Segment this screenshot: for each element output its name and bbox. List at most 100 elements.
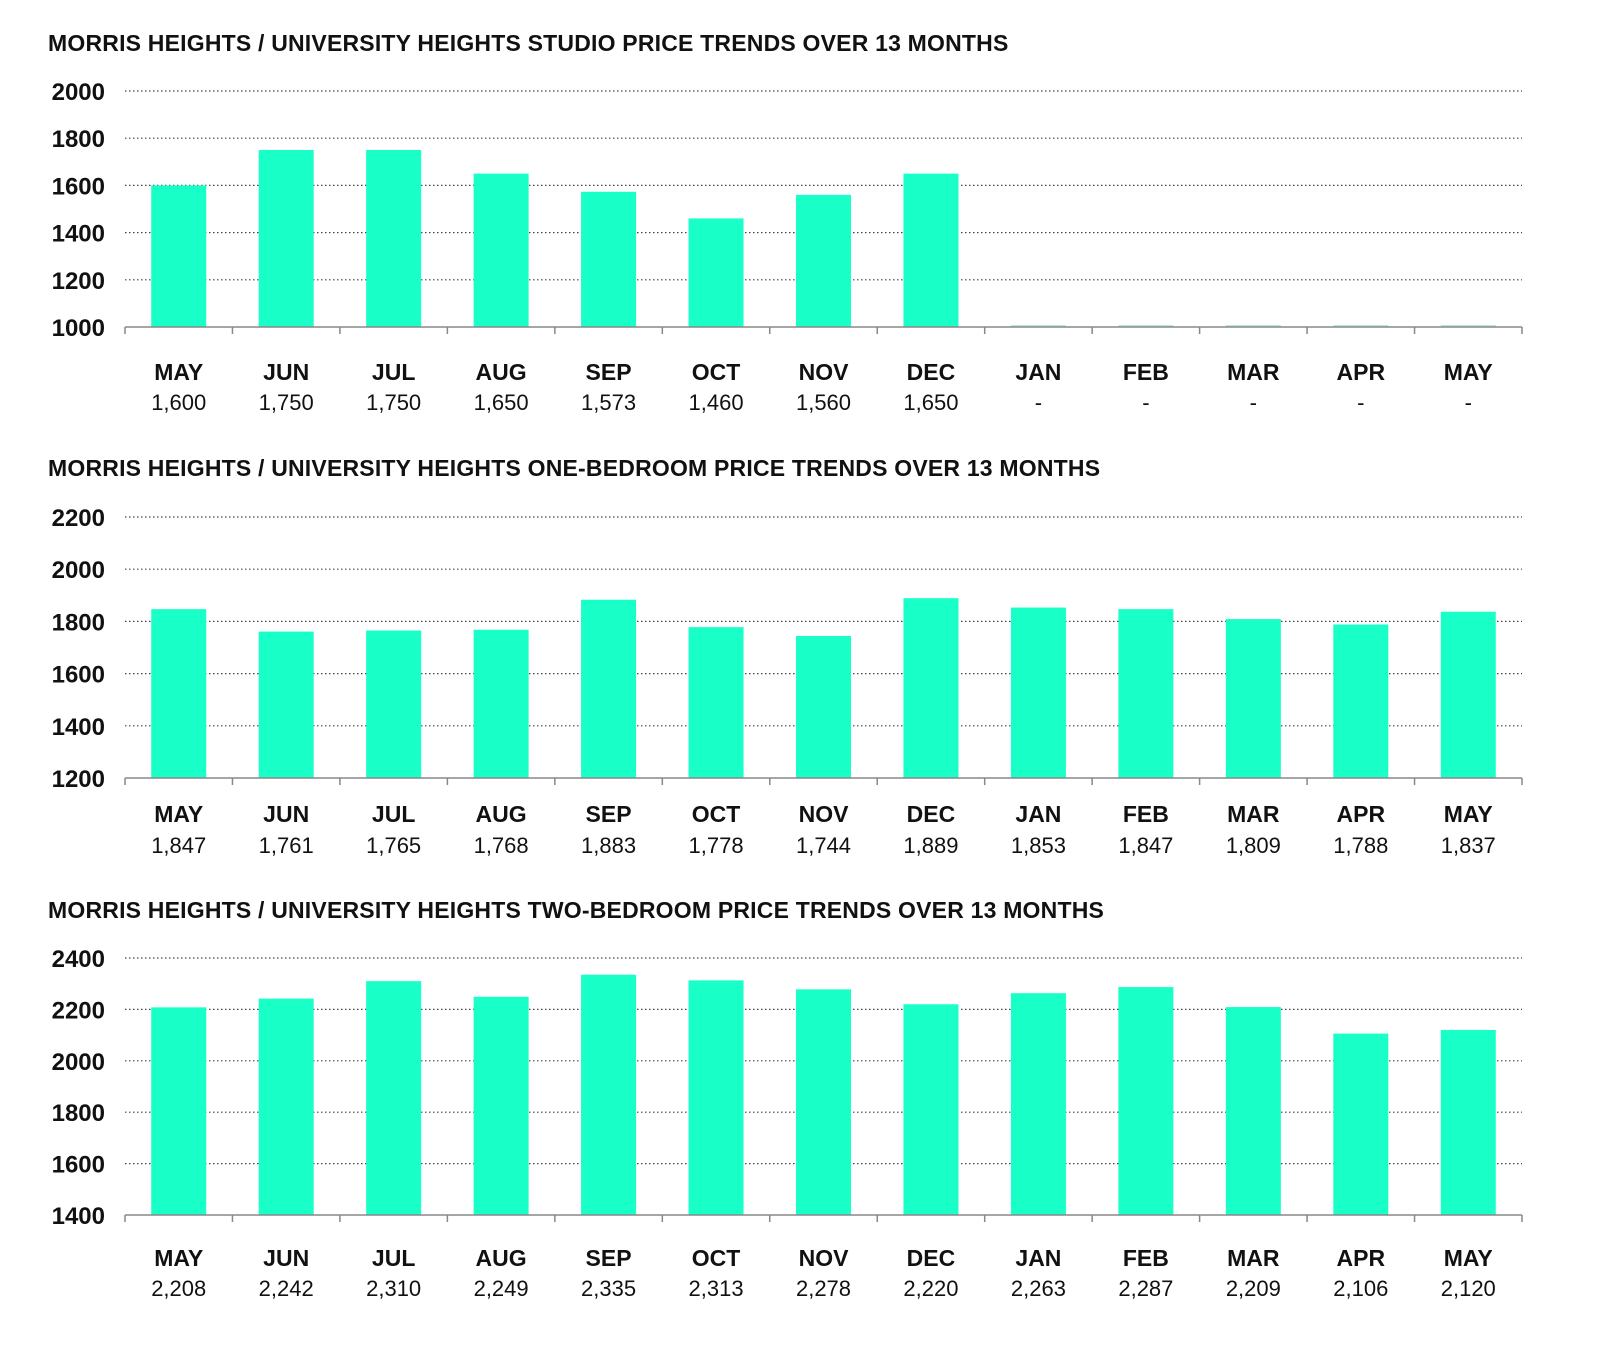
category-label: JUN <box>263 1245 309 1271</box>
value-label: 2,106 <box>1333 1276 1388 1301</box>
bar <box>1118 987 1174 1215</box>
category-label: JAN <box>1015 1245 1061 1271</box>
bar <box>903 173 959 327</box>
category-label: AUG <box>476 1245 527 1271</box>
category-label: APR <box>1337 1245 1386 1271</box>
bar <box>151 609 207 778</box>
category-label: MAR <box>1227 801 1280 827</box>
bar <box>903 1004 959 1215</box>
value-label: 2,249 <box>474 1276 529 1301</box>
category-label: NOV <box>799 359 850 385</box>
category-label: OCT <box>692 359 741 385</box>
category-label: MAY <box>1444 1245 1493 1271</box>
category-label: JUN <box>263 801 309 827</box>
value-label: - <box>1357 390 1364 415</box>
value-label: 1,650 <box>474 390 529 415</box>
category-label: JUL <box>372 801 415 827</box>
category-label: DEC <box>907 359 956 385</box>
bar <box>581 974 637 1215</box>
value-label: 1,853 <box>1011 833 1066 858</box>
category-label: APR <box>1337 359 1386 385</box>
category-label: MAR <box>1227 359 1280 385</box>
category-label: MAY <box>154 359 203 385</box>
value-label: 1,650 <box>903 390 958 415</box>
category-label: JUL <box>372 1245 415 1271</box>
value-label: 1,778 <box>689 833 744 858</box>
y-tick-label: 2400 <box>52 946 105 973</box>
bar <box>688 980 744 1215</box>
category-label: SEP <box>586 1245 632 1271</box>
category-label: MAY <box>154 1245 203 1271</box>
category-label: MAR <box>1227 1245 1280 1271</box>
value-label: 1,765 <box>366 833 421 858</box>
value-label: 1,847 <box>151 833 206 858</box>
category-label: DEC <box>907 801 956 827</box>
y-tick-label: 2000 <box>52 79 105 106</box>
one-bedroom-chart: MORRIS HEIGHTS / UNIVERSITY HEIGHTS ONE-… <box>0 455 1600 875</box>
value-label: 1,847 <box>1118 833 1173 858</box>
two-bedroom-chart-svg: 2400 2200 2000 1800 1600 1400 MAY 2,208 JUN 2,242… <box>52 946 1523 1301</box>
bar <box>1010 993 1066 1215</box>
bar <box>258 631 314 778</box>
y-tick-label: 2200 <box>52 505 105 532</box>
category-label: JUL <box>372 359 415 385</box>
value-label: 1,460 <box>689 390 744 415</box>
bar <box>366 150 422 327</box>
value-label: - <box>1142 390 1149 415</box>
value-label: 1,889 <box>903 833 958 858</box>
bar <box>473 629 529 778</box>
value-label: 2,310 <box>366 1276 421 1301</box>
category-label: SEP <box>586 801 632 827</box>
value-label: 2,209 <box>1226 1276 1281 1301</box>
y-tick-label: 1600 <box>52 662 105 689</box>
value-label: 1,837 <box>1441 833 1496 858</box>
y-tick-label: 1600 <box>52 1152 105 1179</box>
value-label: 2,313 <box>689 1276 744 1301</box>
bar <box>258 998 314 1215</box>
two-bedroom-chart: MORRIS HEIGHTS / UNIVERSITY HEIGHTS TWO-… <box>0 897 1600 1317</box>
bar <box>1225 1007 1281 1215</box>
value-label: 1,750 <box>259 390 314 415</box>
bar <box>796 194 851 327</box>
value-label: 1,600 <box>151 390 206 415</box>
bar <box>366 630 422 778</box>
value-label: 1,560 <box>796 390 851 415</box>
value-label: - <box>1465 390 1472 415</box>
y-tick-label: 2000 <box>52 557 105 584</box>
bar <box>1118 609 1174 778</box>
value-label: 2,208 <box>151 1276 206 1301</box>
category-label: JAN <box>1015 801 1061 827</box>
value-label: - <box>1250 390 1257 415</box>
value-label: - <box>1035 390 1042 415</box>
category-label: JAN <box>1015 359 1061 385</box>
y-tick-label: 1800 <box>52 1100 105 1127</box>
value-label: 1,768 <box>474 833 529 858</box>
category-label: OCT <box>692 1245 741 1271</box>
value-label: 2,120 <box>1441 1276 1496 1301</box>
bar <box>1440 611 1496 778</box>
bar <box>581 191 637 327</box>
bar <box>581 599 637 778</box>
bar <box>1333 624 1389 778</box>
y-tick-label: 1200 <box>52 268 105 295</box>
value-label: 2,220 <box>903 1276 958 1301</box>
y-tick-label: 2200 <box>52 997 105 1024</box>
bar <box>1333 1033 1389 1215</box>
value-label: 1,809 <box>1226 833 1281 858</box>
y-tick-label: 2000 <box>52 1049 105 1076</box>
value-label: 2,287 <box>1118 1276 1173 1301</box>
bar <box>1225 619 1281 778</box>
bar <box>903 598 959 778</box>
category-label: FEB <box>1123 1245 1169 1271</box>
category-label: JUN <box>263 359 309 385</box>
category-label: SEP <box>586 359 632 385</box>
bar <box>688 627 744 778</box>
value-label: 1,883 <box>581 833 636 858</box>
category-label: NOV <box>799 801 850 827</box>
category-label: FEB <box>1123 359 1169 385</box>
value-label: 2,278 <box>796 1276 851 1301</box>
y-tick-label: 1800 <box>52 126 105 153</box>
bar <box>688 218 744 327</box>
bar <box>366 981 422 1215</box>
bar <box>151 1007 207 1215</box>
